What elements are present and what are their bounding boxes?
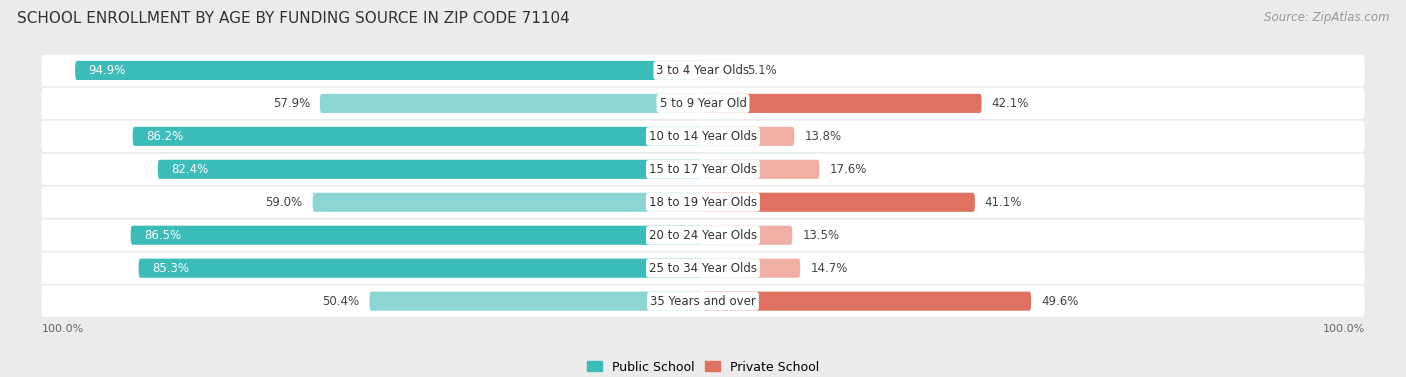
FancyBboxPatch shape xyxy=(131,226,703,245)
Text: 20 to 24 Year Olds: 20 to 24 Year Olds xyxy=(650,229,756,242)
FancyBboxPatch shape xyxy=(41,285,1365,317)
Text: 15 to 17 Year Olds: 15 to 17 Year Olds xyxy=(650,163,756,176)
Text: 100.0%: 100.0% xyxy=(1323,323,1365,334)
FancyBboxPatch shape xyxy=(132,127,703,146)
Text: 17.6%: 17.6% xyxy=(830,163,866,176)
Text: 13.8%: 13.8% xyxy=(804,130,841,143)
Text: 3 to 4 Year Olds: 3 to 4 Year Olds xyxy=(657,64,749,77)
Legend: Public School, Private School: Public School, Private School xyxy=(582,356,824,377)
Text: 14.7%: 14.7% xyxy=(810,262,848,275)
Text: 5 to 9 Year Old: 5 to 9 Year Old xyxy=(659,97,747,110)
Text: 41.1%: 41.1% xyxy=(984,196,1022,209)
Text: 18 to 19 Year Olds: 18 to 19 Year Olds xyxy=(650,196,756,209)
Text: 100.0%: 100.0% xyxy=(41,323,83,334)
Text: 94.9%: 94.9% xyxy=(89,64,125,77)
FancyBboxPatch shape xyxy=(703,193,974,212)
Text: 10 to 14 Year Olds: 10 to 14 Year Olds xyxy=(650,130,756,143)
Text: 82.4%: 82.4% xyxy=(172,163,208,176)
FancyBboxPatch shape xyxy=(703,61,737,80)
FancyBboxPatch shape xyxy=(703,127,794,146)
FancyBboxPatch shape xyxy=(703,160,820,179)
FancyBboxPatch shape xyxy=(75,61,703,80)
Text: 49.6%: 49.6% xyxy=(1040,295,1078,308)
Text: 13.5%: 13.5% xyxy=(803,229,839,242)
FancyBboxPatch shape xyxy=(703,291,1031,311)
FancyBboxPatch shape xyxy=(41,187,1365,218)
FancyBboxPatch shape xyxy=(312,193,703,212)
FancyBboxPatch shape xyxy=(157,160,703,179)
FancyBboxPatch shape xyxy=(41,219,1365,251)
FancyBboxPatch shape xyxy=(370,291,703,311)
Text: 85.3%: 85.3% xyxy=(152,262,188,275)
FancyBboxPatch shape xyxy=(321,94,703,113)
Text: 86.5%: 86.5% xyxy=(143,229,181,242)
FancyBboxPatch shape xyxy=(703,94,981,113)
FancyBboxPatch shape xyxy=(139,259,703,278)
Text: 50.4%: 50.4% xyxy=(322,295,360,308)
Text: SCHOOL ENROLLMENT BY AGE BY FUNDING SOURCE IN ZIP CODE 71104: SCHOOL ENROLLMENT BY AGE BY FUNDING SOUR… xyxy=(17,11,569,26)
FancyBboxPatch shape xyxy=(41,121,1365,152)
Text: 59.0%: 59.0% xyxy=(266,196,302,209)
FancyBboxPatch shape xyxy=(41,55,1365,86)
Text: Source: ZipAtlas.com: Source: ZipAtlas.com xyxy=(1264,11,1389,24)
Text: 35 Years and over: 35 Years and over xyxy=(650,295,756,308)
FancyBboxPatch shape xyxy=(703,226,793,245)
Text: 5.1%: 5.1% xyxy=(747,64,776,77)
Text: 42.1%: 42.1% xyxy=(991,97,1029,110)
FancyBboxPatch shape xyxy=(41,154,1365,185)
FancyBboxPatch shape xyxy=(41,253,1365,284)
Text: 25 to 34 Year Olds: 25 to 34 Year Olds xyxy=(650,262,756,275)
Text: 86.2%: 86.2% xyxy=(146,130,183,143)
FancyBboxPatch shape xyxy=(41,88,1365,119)
FancyBboxPatch shape xyxy=(703,259,800,278)
Text: 57.9%: 57.9% xyxy=(273,97,309,110)
